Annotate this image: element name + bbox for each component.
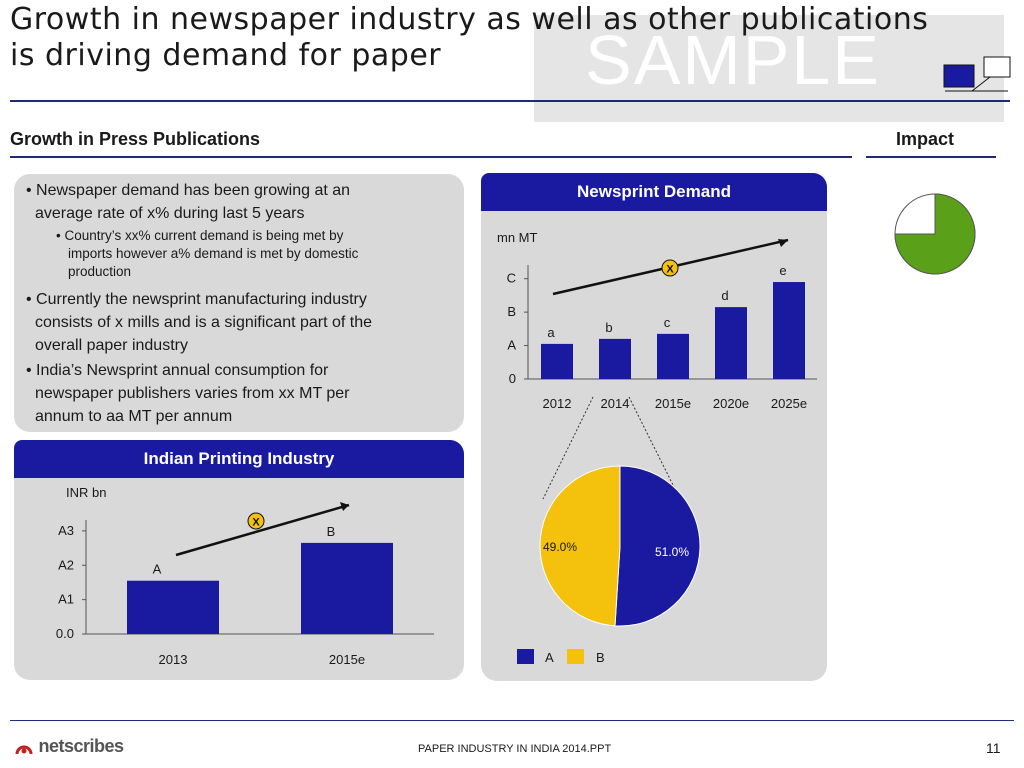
netscribes-logo: netscribes xyxy=(14,736,124,757)
bullet-1-sub-line-3: production xyxy=(68,264,132,279)
printing-category-label: 2013 xyxy=(159,652,188,667)
newsprint-marker-circle xyxy=(661,259,679,277)
section-heading-growth: Growth in Press Publications xyxy=(10,129,261,149)
share-pie-value-label: 49.0% xyxy=(543,540,577,554)
newsprint-ytick-label: A xyxy=(507,338,516,353)
bullet-1: • Newspaper demand has been growing at a… xyxy=(26,179,350,225)
title-rule xyxy=(10,100,1010,102)
bullet-1-sub: • Country’s xx% current demand is being … xyxy=(56,227,358,281)
section-rule-right xyxy=(866,156,996,158)
footer-file-name: PAPER INDUSTRY IN INDIA 2014.PPT xyxy=(418,743,612,755)
legend-label-b: B xyxy=(596,650,605,665)
slide-title: Growth in newspaper industry as well as … xyxy=(10,2,1010,74)
sample-watermark-box xyxy=(534,15,1004,122)
newsprint-category-label: 2014 xyxy=(601,396,630,411)
share-pie-value-label: 51.0% xyxy=(655,545,689,559)
netscribes-logo-text: netscribes xyxy=(38,736,124,756)
printing-data-label: A xyxy=(153,562,162,577)
section-heading-impact: Impact xyxy=(896,129,955,149)
bullet-1-sub-line-1: • Country’s xx% current demand is being … xyxy=(56,228,344,243)
bullet-1-sub-line-2: imports however a% demand is met by dome… xyxy=(68,246,359,261)
sample-watermark: SAMPLE xyxy=(585,21,881,99)
printing-bar xyxy=(127,580,219,634)
printing-ytick-label: A3 xyxy=(58,523,74,538)
newsprint-data-label: c xyxy=(664,315,671,330)
impact-pie-fill xyxy=(894,193,976,275)
newsprint-ytick-label: C xyxy=(507,271,516,286)
newsprint-data-label: a xyxy=(547,325,555,340)
bullet-2-line-3: overall paper industry xyxy=(35,337,188,354)
printing-panel-title: Indian Printing Industry xyxy=(14,440,464,478)
slide-title-line-1: Growth in newspaper industry as well as … xyxy=(10,2,929,37)
bullet-2: • Currently the newsprint manufacturing … xyxy=(26,288,372,357)
newsprint-category-label: 2012 xyxy=(543,396,572,411)
netscribes-logo-icon xyxy=(15,745,33,754)
newsprint-category-label: 2015e xyxy=(655,396,691,411)
bullet-1-line-1: • Newspaper demand has been growing at a… xyxy=(26,182,351,199)
newsprint-bar-chart: X 0 A B Ca 2012 b 2014 c 2015e d 2020e e 2025e xyxy=(507,238,817,411)
impact-pie xyxy=(894,193,976,275)
pie-connector-lines xyxy=(542,396,680,500)
newsprint-unit-label: mn MT xyxy=(497,230,538,245)
printing-ytick-label: A1 xyxy=(58,592,74,607)
newsprint-category-label: 2020e xyxy=(713,396,749,411)
newsprint-data-label: b xyxy=(605,320,612,335)
newsprint-ytick-label: B xyxy=(507,304,516,319)
legend-swatch-a xyxy=(517,649,534,664)
printing-ytick-label: 0.0 xyxy=(56,626,74,641)
bullet-3-line-2: newspaper publishers varies from xx MT p… xyxy=(35,385,350,402)
printing-data-label: B xyxy=(327,524,336,539)
printing-marker-circle xyxy=(247,512,265,530)
share-pie-slice xyxy=(614,465,701,627)
slide-title-line-2: is driving demand for paper xyxy=(10,38,442,73)
newsprint-panel-title: Newsprint Demand xyxy=(481,173,827,211)
legend-label-a: A xyxy=(545,650,554,665)
newsprint-bar xyxy=(657,333,689,379)
newsprint-bar xyxy=(599,338,631,379)
printing-unit-label: INR bn xyxy=(66,485,107,500)
printing-bar-chart: X 0.0 A1 A2 A3 A 2013 B 2015e xyxy=(56,502,434,667)
bullet-3-line-3: annum to aa MT per annum xyxy=(35,408,233,425)
newsprint-category-label: 2025e xyxy=(771,396,807,411)
bullet-panel: • Newspaper demand has been growing at a… xyxy=(14,174,464,432)
printing-trend-arrow xyxy=(175,503,350,557)
share-pie-slice xyxy=(539,465,621,627)
newsprint-trend-arrowhead xyxy=(778,239,788,247)
newsprint-bar xyxy=(715,307,747,379)
comment-chart-icon xyxy=(943,56,1011,92)
newsprint-share-pie: 51.0% 49.0% xyxy=(539,465,701,627)
printing-ytick-label: A2 xyxy=(58,557,74,572)
bullet-2-line-2: consists of x mills and is a significant… xyxy=(35,314,373,331)
section-rule-left xyxy=(10,156,852,158)
bullet-2-line-1: • Currently the newsprint manufacturing … xyxy=(26,291,367,308)
printing-bar xyxy=(301,542,393,634)
legend-swatch-b xyxy=(567,649,584,664)
printing-trend-arrowhead xyxy=(340,502,349,511)
newsprint-bar xyxy=(773,282,805,379)
page-number: 11 xyxy=(986,740,1001,756)
newsprint-ytick-label: 0 xyxy=(509,371,516,386)
footer-rule xyxy=(10,720,1014,721)
bullet-3-line-1: • India’s Newsprint annual consumption f… xyxy=(26,362,329,379)
newsprint-data-label: d xyxy=(721,288,728,303)
newsprint-data-label: e xyxy=(779,263,786,278)
newsprint-bar xyxy=(541,343,573,379)
bullet-1-line-2: average rate of x% during last 5 years xyxy=(35,205,305,222)
newsprint-marker-label: X xyxy=(666,264,674,276)
printing-category-label: 2015e xyxy=(329,652,365,667)
bullet-3: • India’s Newsprint annual consumption f… xyxy=(26,359,350,428)
printing-marker-label: X xyxy=(252,517,260,529)
